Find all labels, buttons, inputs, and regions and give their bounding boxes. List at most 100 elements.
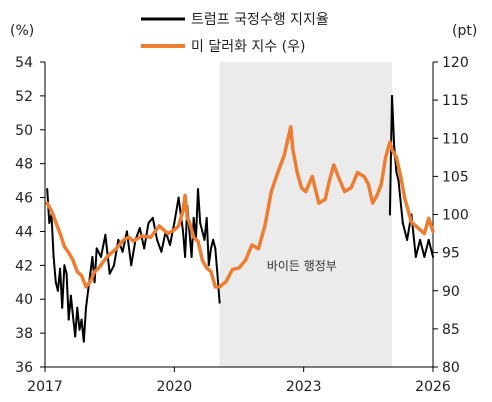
approval-rating-point — [95, 247, 98, 250]
approval-rating-point — [80, 318, 83, 321]
dollar-index-point — [131, 239, 135, 243]
left-tick-label: 54 — [15, 55, 33, 71]
approval-rating-point — [184, 255, 187, 258]
dollar-index-point — [67, 251, 71, 255]
approval-rating-point — [52, 255, 55, 258]
x-tick-label: 2026 — [415, 379, 451, 395]
approval-rating-point — [197, 188, 199, 191]
approval-rating-point — [177, 196, 180, 199]
approval-rating-point — [192, 216, 195, 219]
dollar-index-point — [200, 258, 204, 262]
dollar-index-point — [276, 171, 280, 175]
dollar-index-point — [213, 285, 217, 289]
dollar-index-point — [375, 193, 379, 197]
approval-rating-point — [173, 222, 176, 224]
dollar-index-point — [45, 201, 49, 205]
dollar-index-point — [362, 174, 366, 178]
approval-rating-point — [423, 255, 426, 258]
approval-rating-point — [214, 247, 217, 250]
approval-rating-point — [207, 264, 210, 267]
dollar-index-point — [414, 224, 418, 228]
shaded-region-label: 바이든 행정부 — [267, 258, 337, 273]
dollar-index-point — [269, 190, 273, 194]
approval-rating-point — [169, 244, 171, 246]
approval-rating-point — [85, 306, 87, 309]
right-axis-unit: (pt) — [452, 23, 477, 39]
x-tick-label: 2020 — [157, 379, 193, 395]
dollar-index-point — [304, 190, 308, 194]
approval-rating-point — [188, 230, 191, 233]
left-tick-label: 52 — [15, 89, 33, 105]
approval-rating-point — [100, 255, 102, 258]
dollar-index-point — [349, 186, 353, 190]
approval-rating-point — [388, 213, 391, 216]
right-tick-label: 85 — [442, 322, 460, 338]
dollar-index-point — [84, 285, 88, 289]
x-tick-label: 2017 — [27, 379, 63, 395]
left-tick-label: 44 — [15, 224, 33, 240]
approval-rating-point — [151, 216, 154, 219]
approval-rating-point — [87, 289, 90, 292]
legend-label-dollar-index: 미 달러화 지수 (우) — [191, 39, 305, 55]
approval-rating-point — [89, 272, 92, 275]
approval-rating-point — [56, 289, 59, 292]
approval-rating-point — [76, 306, 79, 309]
left-tick-label: 48 — [15, 157, 33, 173]
approval-rating-point — [130, 264, 133, 267]
approval-rating-point — [61, 306, 64, 309]
right-y-axis-ticks: 80 85 90 95 100 105 110 115 120 — [433, 55, 469, 376]
dollar-index-point — [224, 280, 228, 284]
dollar-index-point — [332, 163, 336, 167]
dollar-index-point — [394, 155, 398, 159]
dollar-index-point — [231, 267, 234, 271]
approval-rating-point — [104, 233, 107, 236]
dollar-index-point — [88, 280, 92, 284]
dollar-index-point — [300, 186, 303, 190]
approval-rating-point — [427, 238, 430, 241]
dollar-index-point — [177, 224, 181, 228]
dollar-index-point — [384, 155, 388, 159]
right-tick-label: 80 — [442, 360, 460, 376]
approval-rating-point — [65, 272, 68, 275]
right-tick-label: 90 — [442, 284, 460, 300]
dollar-index-point — [431, 229, 435, 233]
dollar-index-point — [291, 148, 295, 152]
left-y-axis-ticks: 36 38 40 42 44 46 48 50 52 54 — [15, 55, 45, 376]
dollar-index-point — [244, 258, 247, 262]
approval-rating-point — [74, 335, 77, 338]
dollar-index-point — [356, 171, 360, 175]
dollar-index-point — [422, 232, 426, 236]
approval-rating-point — [93, 281, 96, 284]
approval-rating-point — [199, 222, 202, 224]
dollar-index-point — [172, 228, 176, 232]
left-tick-label: 46 — [15, 191, 33, 207]
dollar-index-point — [418, 228, 422, 232]
left-tick-label: 36 — [15, 360, 33, 376]
dollar-index-point — [256, 247, 260, 251]
dollar-index-point — [205, 266, 209, 270]
approval-rating-point — [69, 294, 72, 297]
approval-rating-point — [82, 340, 85, 343]
right-tick-label: 115 — [442, 93, 469, 109]
dollar-index-point — [192, 235, 196, 239]
dollar-index-point — [295, 171, 299, 175]
approval-rating-point — [391, 94, 393, 97]
approval-rating-point — [210, 247, 212, 250]
dollar-index-point — [310, 174, 314, 178]
approval-rating-point — [59, 267, 62, 270]
dollar-index-point — [427, 216, 431, 220]
approval-rating-point — [432, 255, 434, 258]
approval-rating-point — [203, 238, 206, 241]
approval-rating-point — [67, 318, 70, 321]
approval-rating-point — [190, 255, 193, 258]
approval-rating-point — [125, 230, 128, 233]
dollar-index-point — [196, 239, 200, 243]
dollar-index-point — [101, 260, 105, 264]
legend: 트럼프 국정수행 지지율 미 달러화 지수 (우) — [141, 12, 329, 55]
dollar-index-point — [289, 125, 293, 129]
approval-rating-point — [216, 272, 219, 275]
dollar-index-point — [237, 266, 241, 270]
dollar-index-point — [371, 201, 375, 205]
right-tick-label: 120 — [442, 55, 469, 71]
dollar-index-point — [75, 270, 79, 274]
